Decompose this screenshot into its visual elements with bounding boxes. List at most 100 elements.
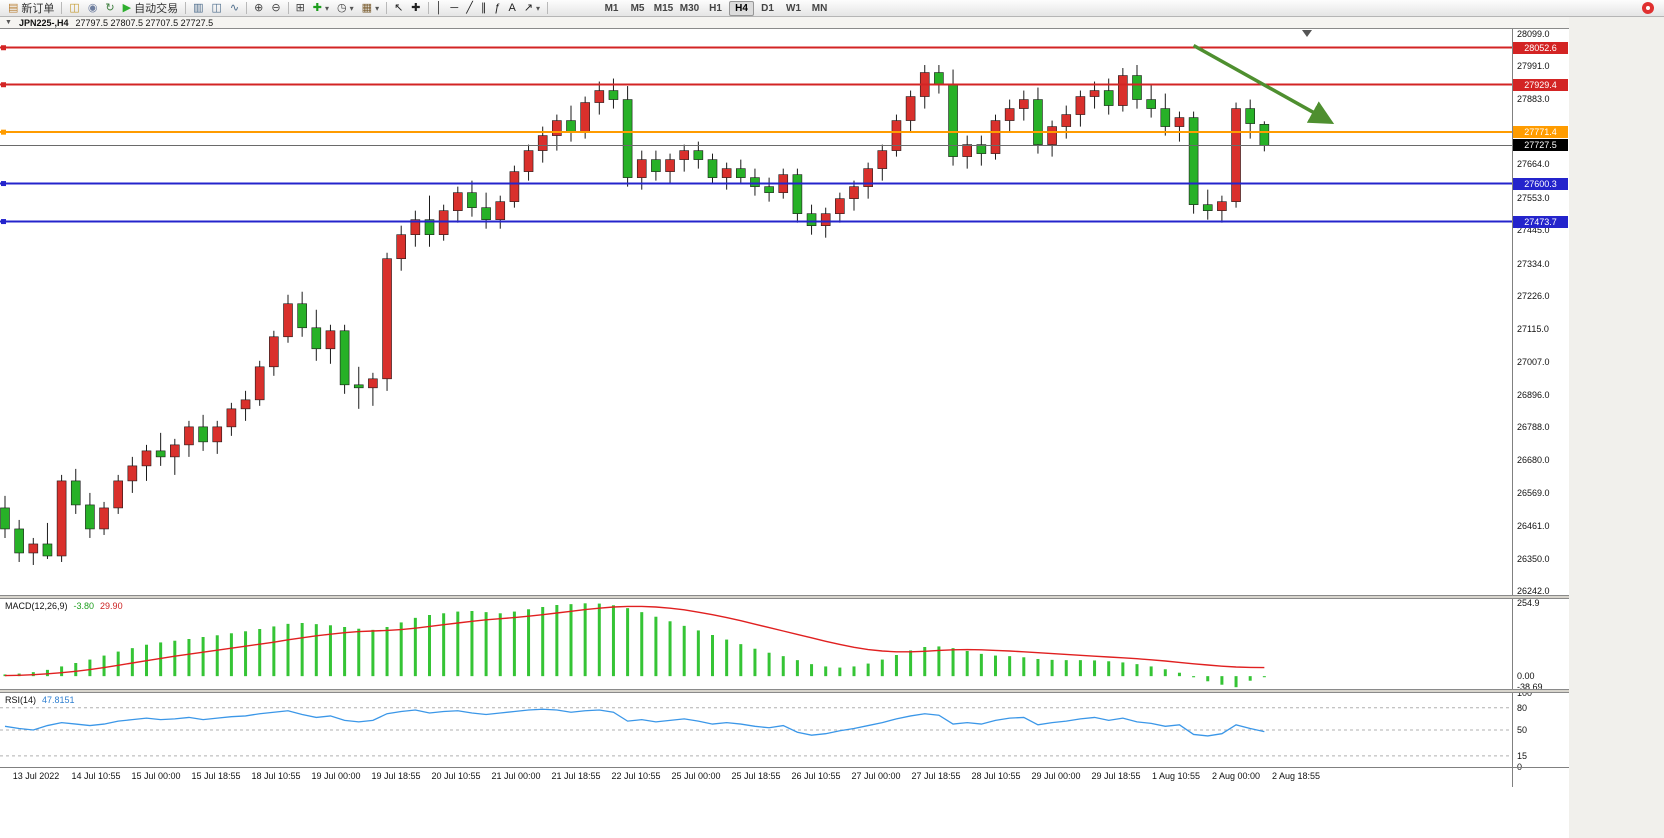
timeframe-w1-button[interactable]: W1 <box>786 2 802 14</box>
macd-scale-label: 0.00 <box>1517 671 1535 682</box>
price-axis-label: 26680.0 <box>1517 454 1550 465</box>
chevron-down-icon: ▾ <box>325 3 330 13</box>
timeframe-m15-button[interactable]: M15 <box>653 2 674 14</box>
timeframe-h4-button[interactable]: H4 <box>729 0 755 16</box>
rsi-label: RSI(14) <box>5 695 37 705</box>
time-axis-label: 26 Jul 10:55 <box>791 771 841 781</box>
fibonacci-button[interactable]: ƒ <box>490 1 504 16</box>
time-axis-label: 25 Jul 18:55 <box>731 771 781 781</box>
arrows-icon: ↗ <box>523 1 533 14</box>
time-axis-label: 19 Jul 18:55 <box>371 771 421 781</box>
horizontal-line[interactable] <box>0 129 1512 135</box>
zoom-in-button[interactable]: ⊕ <box>250 1 267 16</box>
macd-signal-value: 29.90 <box>100 601 123 611</box>
rsi-scale-label: 80 <box>1517 702 1528 713</box>
text-button[interactable]: A <box>504 1 519 16</box>
channel-button[interactable]: ∥ <box>477 1 491 16</box>
toolbar-separator <box>547 2 549 14</box>
channel-icon: ∥ <box>480 1 487 14</box>
rsi-value: 47.8151 <box>42 695 75 705</box>
price-axis-label: 27883.0 <box>1517 93 1550 104</box>
timeframe-h1-button[interactable]: H1 <box>709 2 722 14</box>
chevron-down-icon: ▾ <box>349 3 354 13</box>
vertical-line-button[interactable]: │ <box>432 1 447 16</box>
price-axis-label: 26350.0 <box>1517 553 1550 564</box>
new-order-icon: ▤ <box>8 1 19 14</box>
price-axis-label: 26461.0 <box>1517 520 1550 531</box>
templates-button[interactable]: ▦ ▾ <box>358 1 383 16</box>
macd-canvas[interactable] <box>0 599 1512 689</box>
templates-icon: ▦ <box>361 1 373 14</box>
chart-shift-marker[interactable] <box>1302 30 1312 37</box>
price-axis-label: 27664.0 <box>1517 159 1550 170</box>
price-axis-label: 27334.0 <box>1517 258 1550 269</box>
arrows-button[interactable]: ↗ ▾ <box>520 1 544 16</box>
community-icon[interactable] <box>1642 2 1654 14</box>
refresh-button[interactable]: ↻ <box>101 1 118 16</box>
macd-label: MACD(12,26,9) <box>5 601 68 611</box>
time-axis-label: 25 Jul 00:00 <box>671 771 721 781</box>
price-line-tag: 27771.4 <box>1513 126 1568 139</box>
tile-windows-icon: ⊞ <box>295 1 305 14</box>
periods-icon: ◷ <box>337 1 347 14</box>
line-chart-button[interactable]: ∿ <box>226 1 243 16</box>
time-axis-label: 29 Jul 00:00 <box>1031 771 1081 781</box>
indicators-button[interactable]: ✚ ▾ <box>309 1 333 16</box>
panel-splitter[interactable] <box>0 689 1569 693</box>
cursor-icon: ↖ <box>394 1 404 14</box>
timeframe-d1-button[interactable]: D1 <box>761 2 774 14</box>
rsi-header: RSI(14) 47.8151 <box>5 695 75 705</box>
time-axis-label: 2 Aug 18:55 <box>1271 771 1321 781</box>
toolbar-separator <box>185 2 187 14</box>
tile-windows-button[interactable]: ⊞ <box>292 1 309 16</box>
trend-arrow[interactable] <box>1192 43 1335 124</box>
rsi-line <box>4 708 1265 737</box>
horizontal-line-button[interactable]: ─ <box>446 1 462 16</box>
chart-title-bar: ▼ JPN225-,H4 27797.5 27807.5 27707.5 277… <box>0 17 1569 29</box>
toolbar-separator <box>287 2 289 14</box>
time-axis-label: 29 Jul 18:55 <box>1091 771 1141 781</box>
macd-histogram <box>3 603 1266 688</box>
cursor-button[interactable]: ↖ <box>390 1 407 16</box>
timeframe-m1-button[interactable]: M1 <box>604 2 619 14</box>
new-order-button[interactable]: ▤ 新订单 <box>4 1 58 16</box>
periods-button[interactable]: ◷ ▾ <box>333 1 358 16</box>
horizontal-line[interactable] <box>0 219 1512 225</box>
one-click-trading-toggle[interactable]: ▼ <box>5 19 12 26</box>
horizontal-line[interactable] <box>0 181 1512 187</box>
chevron-down-icon: ▾ <box>375 3 380 13</box>
trendline-button[interactable]: ╱ <box>462 1 477 16</box>
main-chart-canvas[interactable] <box>0 29 1512 595</box>
horizontal-line[interactable] <box>0 45 1512 51</box>
macd-header: MACD(12,26,9) -3.80 29.90 <box>5 601 123 611</box>
price-axis-label: 26569.0 <box>1517 488 1550 499</box>
timeframe-mn-button[interactable]: MN <box>811 2 828 14</box>
autotrade-button-label: 自动交易 <box>134 3 179 15</box>
refresh-icon: ↻ <box>105 1 115 14</box>
chart-ohlc-values: 27797.5 27807.5 27707.5 27727.5 <box>75 17 214 28</box>
autotrade-button[interactable]: ▶ 自动交易 <box>119 1 182 16</box>
time-axis-label: 20 Jul 10:55 <box>431 771 481 781</box>
rsi-canvas[interactable] <box>0 693 1512 767</box>
timeframe-m5-button[interactable]: M5 <box>630 2 645 14</box>
time-axis-label: 1 Aug 10:55 <box>1151 771 1201 781</box>
bar-chart-icon: ▥ <box>193 1 204 14</box>
fibonacci-icon: ƒ <box>494 1 501 14</box>
zoom-in-icon: ⊕ <box>254 1 264 14</box>
timeframe-m30-button[interactable]: M30 <box>679 2 700 14</box>
price-line-tag: 27473.7 <box>1513 215 1568 228</box>
horizontal-line[interactable] <box>0 82 1512 88</box>
candlestick-chart-button[interactable]: ◫ <box>208 1 226 16</box>
price-axis-label: 26242.0 <box>1517 586 1550 597</box>
profiles-button[interactable]: ◉ <box>84 1 102 16</box>
price-axis-label: 27445.0 <box>1517 225 1550 236</box>
price-axis-label: 27991.0 <box>1517 61 1550 72</box>
bar-chart-button[interactable]: ▥ <box>189 1 207 16</box>
crosshair-button[interactable]: ✚ <box>407 1 424 16</box>
chart-symbol-period: JPN225-,H4 <box>18 17 69 28</box>
new-chart-button[interactable]: ◫ <box>65 1 83 16</box>
rsi-scale-label: 100 <box>1517 688 1533 698</box>
trendline-icon: ╱ <box>466 1 473 14</box>
zoom-out-button[interactable]: ⊖ <box>267 1 284 16</box>
panel-splitter[interactable] <box>0 595 1569 599</box>
